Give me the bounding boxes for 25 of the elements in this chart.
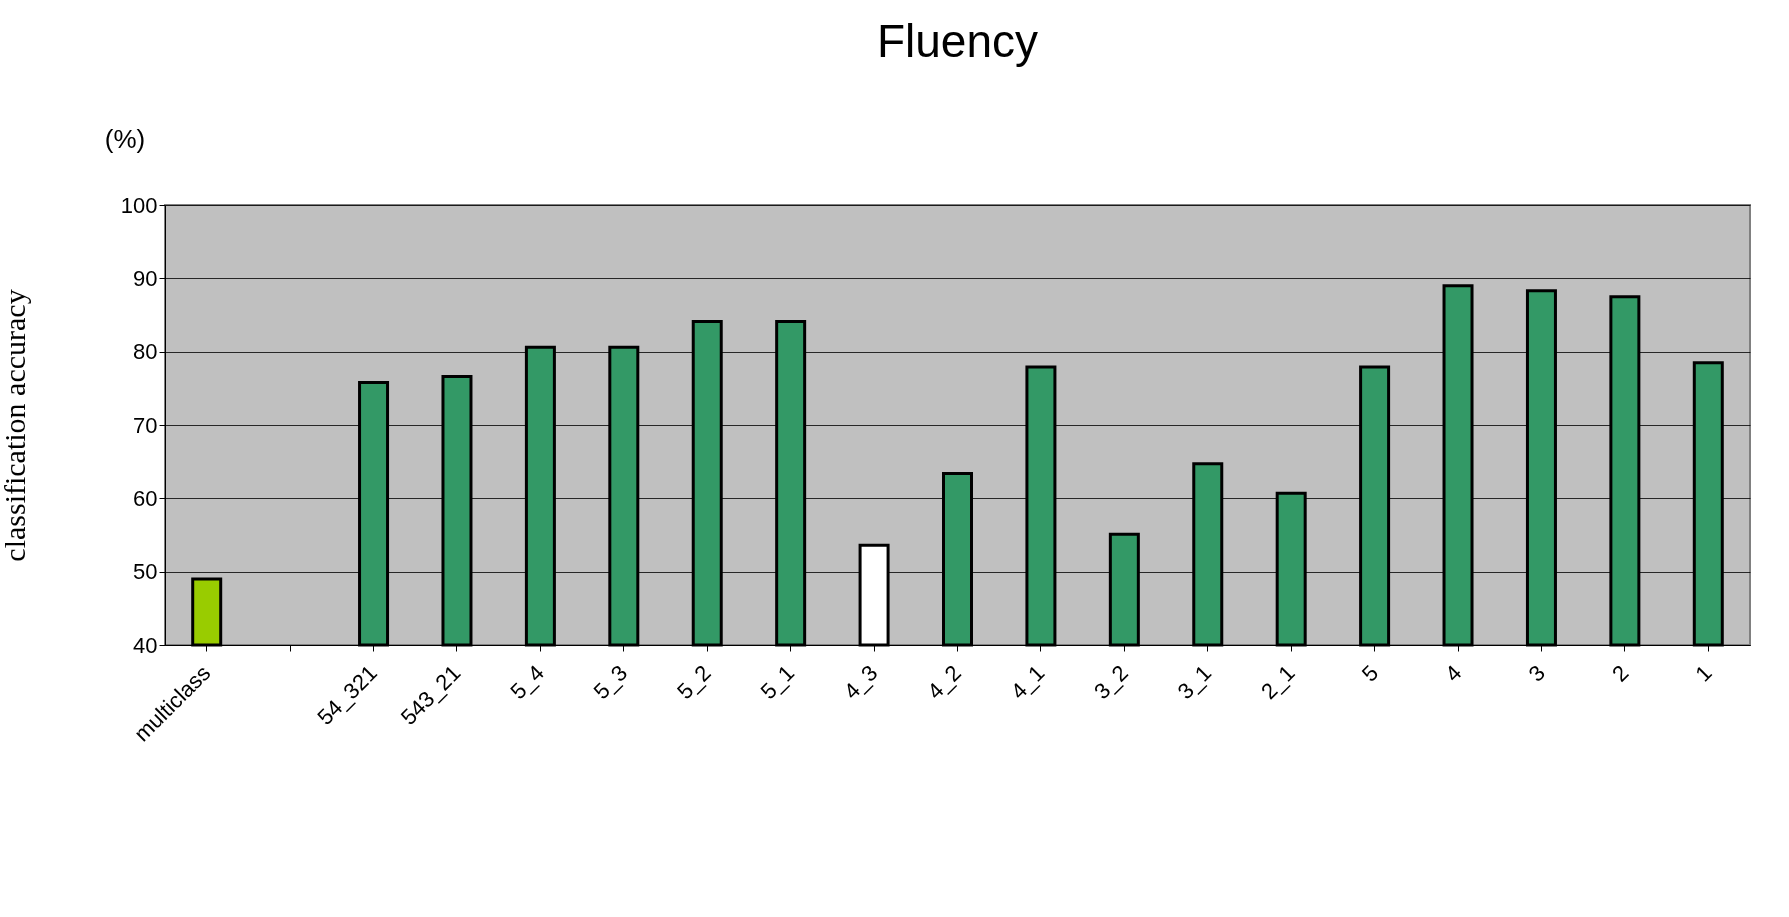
- x-tick-label: 5: [1356, 660, 1384, 687]
- y-tick-label: 90: [133, 265, 158, 291]
- x-tick-label: 4_1: [1005, 660, 1050, 704]
- x-tick-label: 5_3: [588, 660, 633, 704]
- y-tick-label: 50: [133, 559, 158, 585]
- x-tick-label: 2_1: [1256, 660, 1300, 704]
- x-tick-label: 3: [1523, 660, 1550, 687]
- x-tick-label: 5_1: [755, 660, 800, 704]
- x-tick-label: 4_3: [838, 660, 883, 704]
- x-tick-label: 4_2: [922, 660, 966, 704]
- y-tick-label: 100: [120, 192, 158, 218]
- y-tick-label: 40: [133, 632, 158, 658]
- y-tick-label: 70: [133, 412, 158, 438]
- x-tick-label: 3_2: [1089, 660, 1133, 704]
- y-tick-label: 60: [133, 485, 158, 511]
- x-tick-label: 1: [1690, 660, 1717, 687]
- x-tick-label: 4: [1440, 660, 1467, 687]
- chart-title: Fluency: [876, 15, 1039, 67]
- x-tick-label: 2: [1607, 660, 1634, 687]
- x-tick-label: 5_2: [672, 660, 716, 704]
- y-axis-title: classification accuracy: [0, 289, 31, 562]
- text: (%): [104, 124, 146, 154]
- y-tick-label: 80: [133, 339, 158, 365]
- x-tick-label: 5_4: [505, 660, 549, 704]
- x-tick-label: 3_1: [1172, 660, 1217, 704]
